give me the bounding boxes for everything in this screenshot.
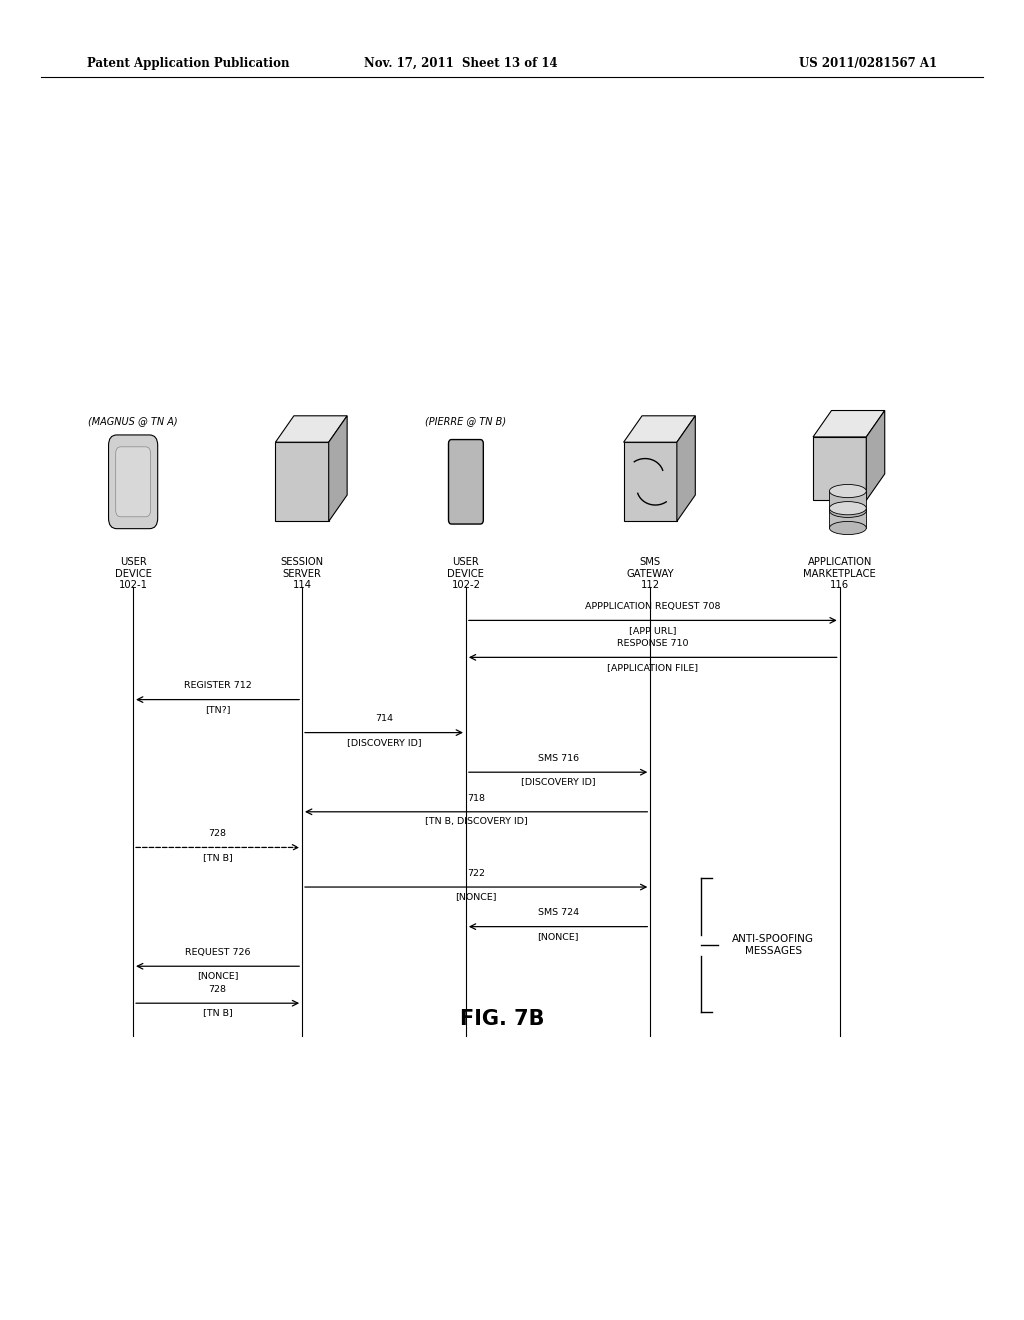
Text: RESPONSE 710: RESPONSE 710 [617,639,688,648]
Polygon shape [275,416,347,442]
Text: [NONCE]: [NONCE] [456,892,497,902]
Ellipse shape [829,484,866,498]
Polygon shape [813,437,866,500]
Polygon shape [624,442,677,521]
Text: [DISCOVERY ID]: [DISCOVERY ID] [347,738,421,747]
Text: Nov. 17, 2011  Sheet 13 of 14: Nov. 17, 2011 Sheet 13 of 14 [364,57,558,70]
Text: APPPLICATION REQUEST 708: APPPLICATION REQUEST 708 [585,602,721,611]
Text: USER
DEVICE
102-2: USER DEVICE 102-2 [447,557,484,590]
Polygon shape [624,416,695,442]
Ellipse shape [829,521,866,535]
Polygon shape [275,442,329,521]
Text: SMS
GATEWAY
112: SMS GATEWAY 112 [627,557,674,590]
Text: [APPLICATION FILE]: [APPLICATION FILE] [607,663,698,672]
Text: [TN B]: [TN B] [203,853,232,862]
Text: [TN B, DISCOVERY ID]: [TN B, DISCOVERY ID] [425,817,527,826]
Text: [NONCE]: [NONCE] [538,932,579,941]
Text: [DISCOVERY ID]: [DISCOVERY ID] [521,777,595,787]
Text: [NONCE]: [NONCE] [197,972,239,981]
Text: US 2011/0281567 A1: US 2011/0281567 A1 [799,57,937,70]
Text: ANTI-SPOOFING
MESSAGES: ANTI-SPOOFING MESSAGES [732,935,814,956]
Polygon shape [866,411,885,500]
Text: APPLICATION
MARKETPLACE
116: APPLICATION MARKETPLACE 116 [803,557,877,590]
Text: [APP URL]: [APP URL] [629,626,677,635]
Polygon shape [829,508,866,528]
Text: (PIERRE @ TN B): (PIERRE @ TN B) [425,416,507,426]
Text: 714: 714 [375,714,393,723]
FancyBboxPatch shape [116,446,151,516]
Text: 722: 722 [467,869,485,878]
FancyBboxPatch shape [449,440,483,524]
Polygon shape [677,416,695,521]
Polygon shape [329,416,347,521]
Text: SMS 716: SMS 716 [538,754,579,763]
Polygon shape [813,411,885,437]
Text: [TN?]: [TN?] [205,705,230,714]
Text: FIG. 7B: FIG. 7B [460,1008,544,1030]
Text: USER
DEVICE
102-1: USER DEVICE 102-1 [115,557,152,590]
Polygon shape [829,491,866,511]
Text: 718: 718 [467,793,485,803]
Text: REGISTER 712: REGISTER 712 [183,681,252,690]
FancyBboxPatch shape [109,434,158,528]
Text: 728: 728 [209,829,226,838]
Text: REQUEST 726: REQUEST 726 [185,948,250,957]
Text: (MAGNUS @ TN A): (MAGNUS @ TN A) [88,416,178,426]
Ellipse shape [829,502,866,515]
Text: SESSION
SERVER
114: SESSION SERVER 114 [281,557,324,590]
Text: SMS 724: SMS 724 [538,908,579,917]
Text: Patent Application Publication: Patent Application Publication [87,57,290,70]
Text: 728: 728 [209,985,226,994]
Text: [TN B]: [TN B] [203,1008,232,1018]
Ellipse shape [829,504,866,517]
